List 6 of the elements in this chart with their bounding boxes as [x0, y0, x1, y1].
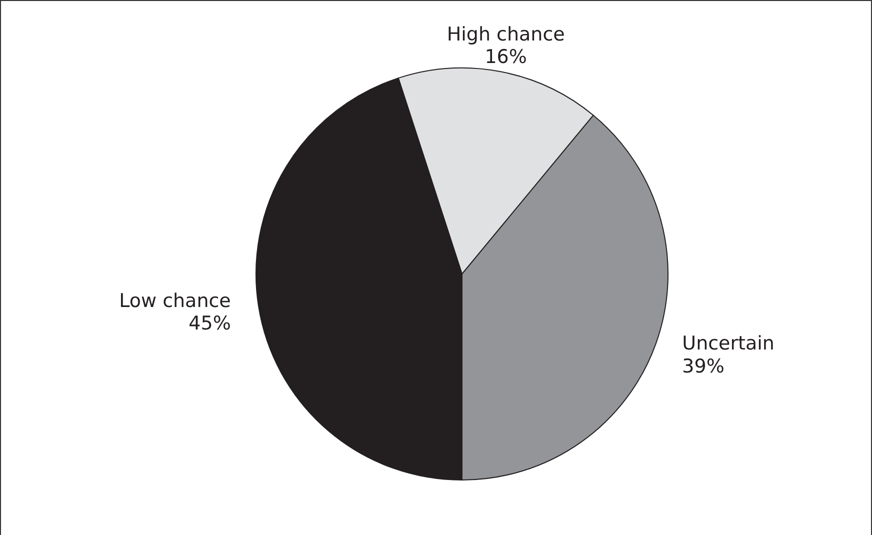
slice-label: High chance	[446, 23, 565, 46]
data-label: 39%	[682, 355, 724, 378]
data-label: 45%	[188, 312, 231, 335]
slice-label: Uncertain	[682, 332, 774, 354]
data-label: 16%	[484, 46, 527, 68]
slice-label: Low chance	[119, 290, 231, 312]
